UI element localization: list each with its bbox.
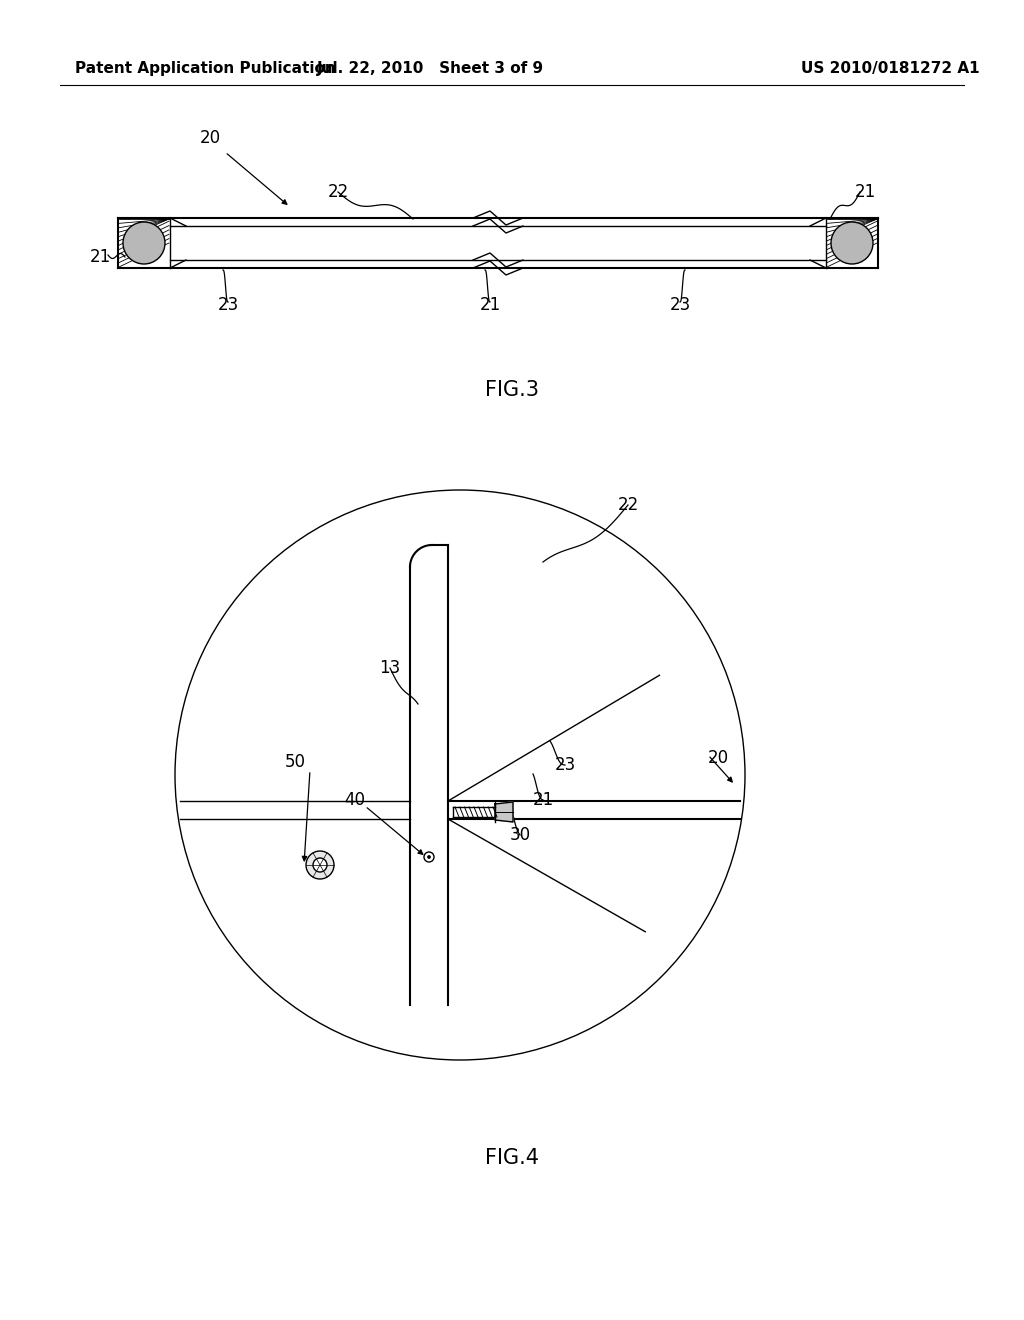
Circle shape	[313, 858, 327, 873]
Text: 30: 30	[509, 826, 530, 843]
Text: FIG.4: FIG.4	[485, 1148, 539, 1168]
Text: 21: 21	[89, 248, 111, 267]
Text: Jul. 22, 2010   Sheet 3 of 9: Jul. 22, 2010 Sheet 3 of 9	[316, 61, 544, 75]
Text: 22: 22	[617, 496, 639, 513]
Text: 21: 21	[854, 183, 876, 201]
Text: US 2010/0181272 A1: US 2010/0181272 A1	[801, 61, 979, 75]
Text: Patent Application Publication: Patent Application Publication	[75, 61, 336, 75]
Polygon shape	[495, 803, 513, 822]
Text: 21: 21	[479, 296, 501, 314]
Text: 20: 20	[200, 129, 220, 147]
Text: 13: 13	[379, 659, 400, 677]
Circle shape	[175, 490, 745, 1060]
Circle shape	[123, 222, 165, 264]
Text: 50: 50	[285, 752, 305, 771]
Circle shape	[424, 851, 434, 862]
Text: 40: 40	[344, 791, 366, 809]
Circle shape	[306, 851, 334, 879]
Text: 23: 23	[217, 296, 239, 314]
Text: 21: 21	[532, 791, 554, 809]
Text: 22: 22	[328, 183, 348, 201]
Circle shape	[831, 222, 873, 264]
Text: 20: 20	[708, 748, 728, 767]
Circle shape	[427, 855, 430, 858]
Text: 23: 23	[670, 296, 690, 314]
Text: FIG.3: FIG.3	[485, 380, 539, 400]
Text: 23: 23	[554, 756, 575, 774]
